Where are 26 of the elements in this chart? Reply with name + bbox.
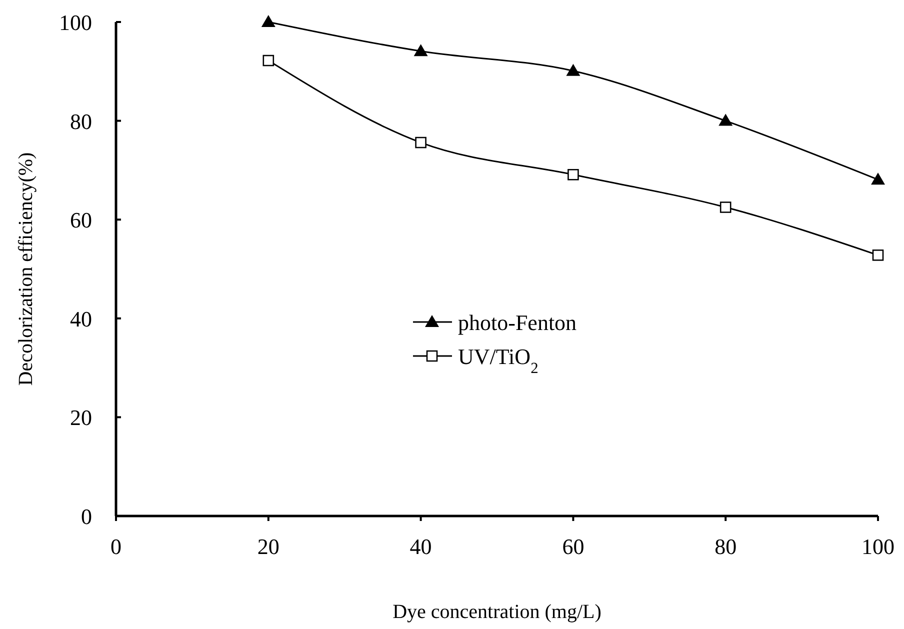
legend-label: photo-Fenton xyxy=(458,310,577,335)
point xyxy=(871,172,885,185)
point xyxy=(261,15,276,27)
y-axis-title: Decolorization efficiency(%) xyxy=(15,152,37,386)
y-tick-label: 100 xyxy=(59,10,92,35)
x-axis-title: Dye concentration (mg/L) xyxy=(392,601,602,623)
y-tick-label: 60 xyxy=(70,208,92,233)
point xyxy=(415,136,426,148)
y-tick-label: 40 xyxy=(70,306,92,332)
y-tick-label: 80 xyxy=(70,108,92,134)
x-tick-label: 0 xyxy=(110,534,122,559)
x-tick-label: 80 xyxy=(714,534,737,559)
y-tick-label: 0 xyxy=(81,504,92,529)
point xyxy=(872,250,884,261)
x-tick-label: 100 xyxy=(862,534,894,559)
point xyxy=(566,64,580,76)
legend-label: UV/TiO$_{2}$ xyxy=(458,344,538,376)
point xyxy=(414,44,428,56)
x-tick-label: 60 xyxy=(562,534,584,559)
x-tick-label: 40 xyxy=(410,534,432,559)
x-tick-label: 20 xyxy=(257,534,280,559)
point xyxy=(720,202,732,213)
point xyxy=(262,54,274,66)
point xyxy=(568,168,579,180)
y-tick-label: 20 xyxy=(70,405,92,430)
point xyxy=(718,114,733,126)
